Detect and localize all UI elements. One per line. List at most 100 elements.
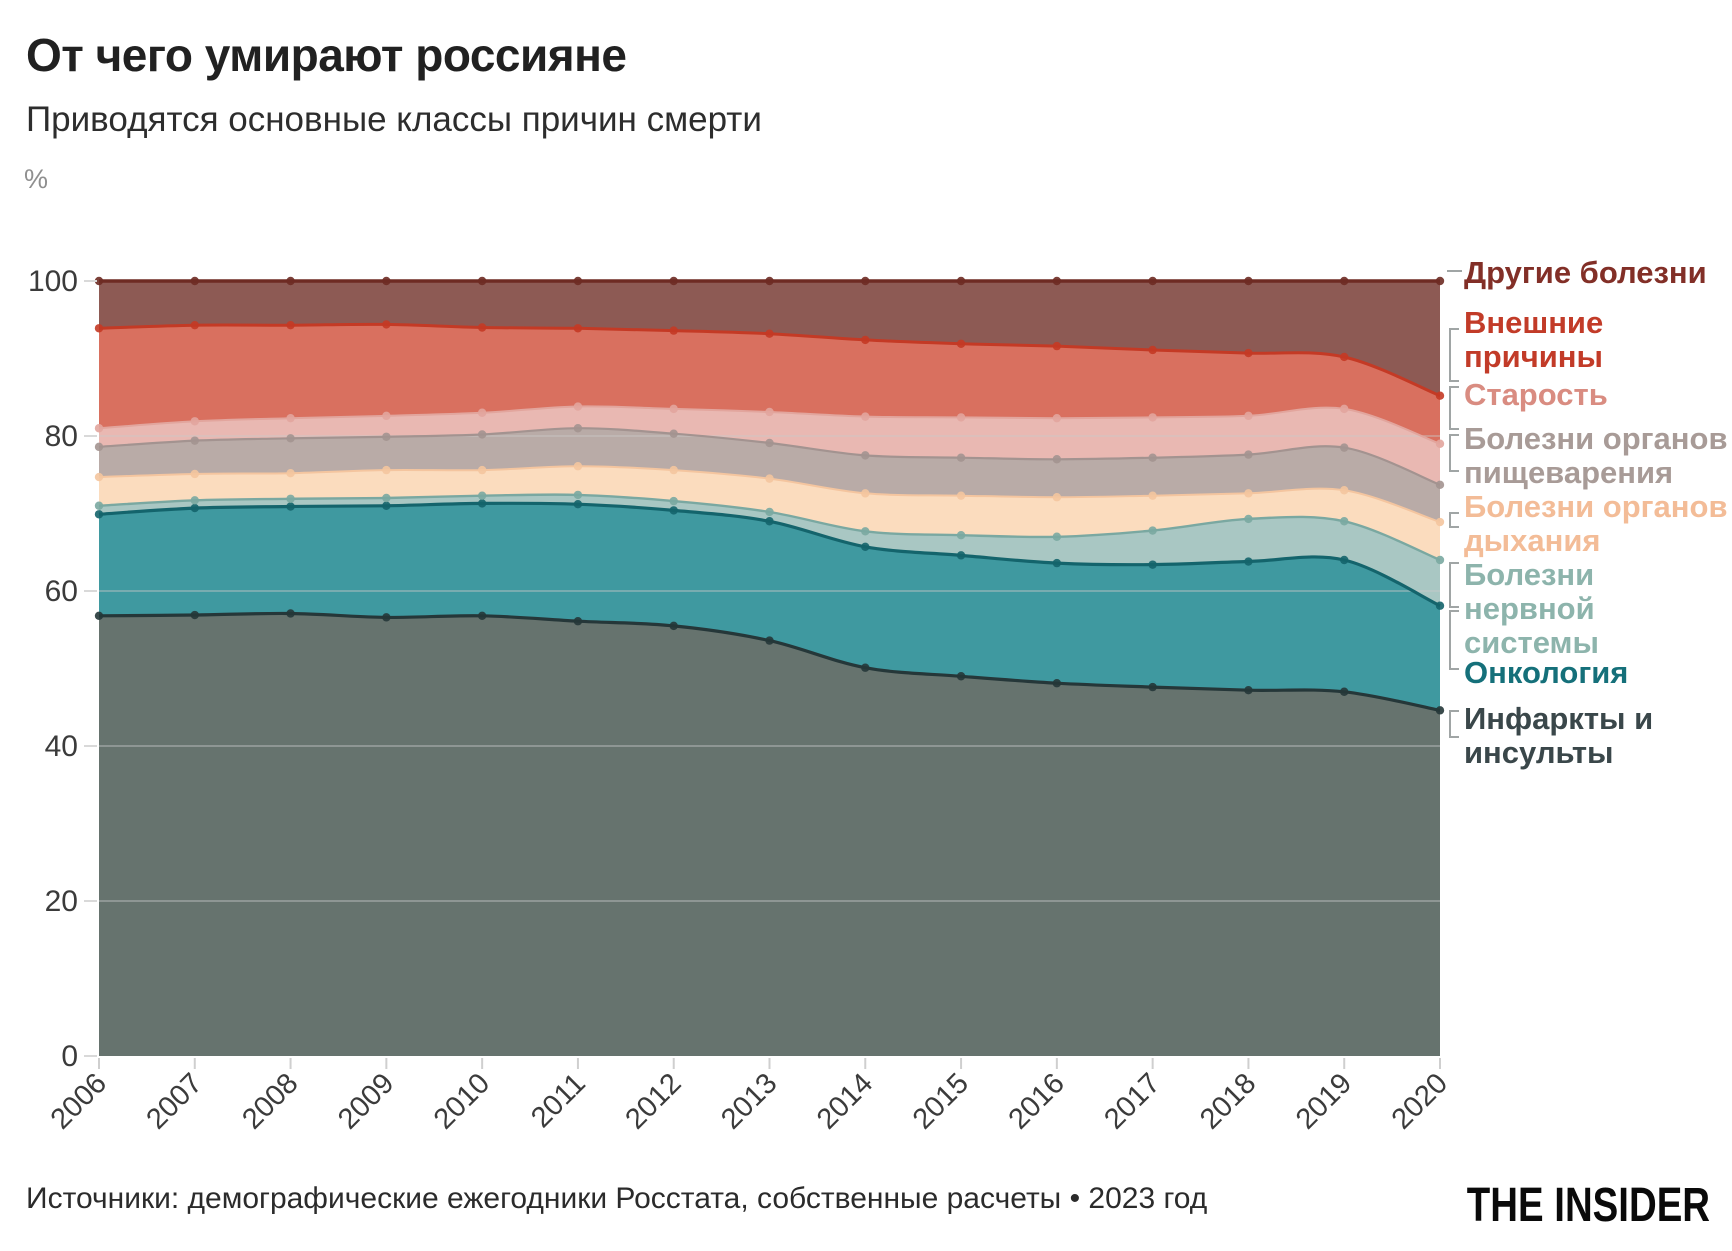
point-starost-2012	[669, 404, 678, 414]
point-bolezni_nervnoy_sistemy-2011	[573, 490, 583, 500]
point-vneshnie_prichiny-2014	[861, 335, 870, 345]
point-infarkty_insulty-2007	[190, 610, 199, 620]
point-bolezni_organov_dykhania-2018	[1244, 489, 1253, 498]
point-onkologia-2020	[1435, 601, 1445, 610]
point-bolezni_nervnoy_sistemy-2014	[861, 527, 870, 536]
point-bolezni_organov_pishchevarenia-2010	[477, 430, 487, 439]
legend-bracket-bolezni_organov_dykhania	[1449, 512, 1459, 528]
point-drugie_bolezni-2019	[1340, 276, 1349, 286]
point-bolezni_organov_pishchevarenia-2014	[861, 451, 870, 460]
point-infarkty_insulty-2010	[477, 611, 487, 620]
point-onkologia-2010	[477, 499, 487, 508]
y-axis-label-80: 80	[45, 420, 78, 453]
point-bolezni_nervnoy_sistemy-2017	[1148, 526, 1157, 535]
point-onkologia-2006	[94, 510, 104, 519]
point-bolezni_organov_dykhania-2014	[861, 489, 870, 498]
point-starost-2017	[1148, 413, 1157, 422]
y-axis-unit-label: %	[24, 164, 49, 194]
y-axis-label-60: 60	[45, 575, 78, 608]
point-bolezni_organov_dykhania-2006	[94, 472, 104, 482]
x-axis-label-2014: 2014	[811, 1067, 879, 1135]
x-axis-label-2009: 2009	[332, 1067, 400, 1135]
y-axis-label-0: 0	[61, 1040, 78, 1073]
point-vneshnie_prichiny-2008	[286, 320, 295, 330]
point-infarkty_insulty-2020	[1435, 706, 1445, 715]
point-onkologia-2007	[190, 503, 199, 513]
point-bolezni_organov_pishchevarenia-2007	[190, 436, 199, 445]
point-infarkty_insulty-2006	[94, 611, 104, 620]
point-starost-2008	[286, 413, 295, 423]
legend-label-vneshnie_prichiny: Внешние причины	[1464, 305, 1604, 374]
legend-label-infarkty_insulty: Инфаркты и инсульты	[1464, 701, 1654, 770]
point-onkologia-2016	[1052, 558, 1062, 568]
x-axis-label-2016: 2016	[1003, 1067, 1071, 1135]
point-infarkty_insulty-2008	[286, 609, 295, 618]
point-bolezni_organov_pishchevarenia-2013	[765, 438, 774, 448]
point-bolezni_organov_pishchevarenia-2018	[1244, 450, 1253, 459]
legend-bracket-onkologia	[1449, 610, 1459, 670]
point-bolezni_organov_dykhania-2009	[382, 465, 391, 475]
point-vneshnie_prichiny-2015	[956, 339, 966, 348]
point-infarkty_insulty-2013	[765, 636, 774, 645]
point-starost-2010	[477, 408, 487, 417]
page-subtitle: Приводятся основные классы причин смерти	[26, 100, 762, 139]
point-onkologia-2012	[669, 506, 678, 515]
legend-bracket-bolezni_nervnoy_sistemy	[1449, 562, 1459, 608]
point-bolezni_organov_dykhania-2020	[1435, 517, 1445, 527]
point-bolezni_nervnoy_sistemy-2012	[669, 496, 678, 506]
x-axis-label-2019: 2019	[1290, 1067, 1358, 1135]
legend-bracket-starost	[1449, 386, 1459, 430]
point-bolezni_organov_pishchevarenia-2019	[1340, 443, 1349, 452]
point-bolezni_nervnoy_sistemy-2008	[286, 494, 295, 503]
point-infarkty_insulty-2009	[382, 613, 391, 622]
point-bolezni_organov_pishchevarenia-2020	[1435, 480, 1445, 490]
point-vneshnie_prichiny-2017	[1148, 345, 1157, 355]
point-bolezni_organov_pishchevarenia-2008	[286, 434, 295, 443]
point-onkologia-2008	[286, 502, 295, 511]
point-drugie_bolezni-2020	[1435, 276, 1445, 286]
point-drugie_bolezni-2013	[765, 276, 774, 286]
point-infarkty_insulty-2014	[861, 663, 870, 672]
point-onkologia-2015	[956, 551, 966, 560]
point-starost-2020	[1435, 439, 1445, 448]
point-bolezni_organov_dykhania-2007	[190, 469, 199, 479]
point-starost-2006	[94, 424, 104, 433]
point-vneshnie_prichiny-2019	[1340, 352, 1349, 362]
point-onkologia-2013	[765, 517, 774, 526]
x-axis-label-2020: 2020	[1386, 1067, 1454, 1135]
point-drugie_bolezni-2010	[477, 276, 487, 286]
point-infarkty_insulty-2011	[573, 617, 583, 626]
legend-bracket-bolezni_organov_pishchevarenia	[1449, 434, 1459, 472]
point-starost-2019	[1340, 404, 1349, 414]
point-bolezni_organov_pishchevarenia-2006	[94, 442, 104, 452]
point-vneshnie_prichiny-2006	[94, 324, 104, 333]
point-bolezni_nervnoy_sistemy-2018	[1244, 514, 1253, 524]
point-drugie_bolezni-2017	[1148, 276, 1157, 286]
point-drugie_bolezni-2014	[861, 276, 870, 286]
point-starost-2013	[765, 407, 774, 417]
legend-label-bolezni_organov_dykhania: Болезни органов дыхания	[1464, 489, 1728, 558]
x-axis-label-2006: 2006	[45, 1067, 113, 1135]
point-bolezni_organov_dykhania-2010	[477, 465, 487, 475]
point-bolezni_organov_pishchevarenia-2011	[573, 424, 583, 433]
point-bolezni_organov_dykhania-2011	[573, 462, 583, 471]
point-bolezni_organov_pishchevarenia-2016	[1052, 455, 1062, 464]
legend-label-onkologia: Онкология	[1464, 655, 1629, 690]
point-onkologia-2009	[382, 501, 391, 510]
page-title: От чего умирают россияне	[26, 29, 627, 81]
point-vneshnie_prichiny-2007	[190, 320, 199, 330]
chart-legend: Другие болезни Внешние причины Старость Бол…	[1464, 0, 1732, 1000]
legend-label-bolezni_nervnoy_sistemy: Болезни нервной системы	[1464, 557, 1599, 660]
point-bolezni_organov_pishchevarenia-2017	[1148, 453, 1157, 462]
point-infarkty_insulty-2019	[1340, 687, 1349, 696]
point-bolezni_organov_pishchevarenia-2009	[382, 432, 391, 441]
point-onkologia-2017	[1148, 560, 1157, 569]
point-onkologia-2011	[573, 500, 583, 509]
y-axis-label-100: 100	[28, 265, 78, 298]
x-axis-label-2008: 2008	[236, 1067, 304, 1135]
point-bolezni_organov_dykhania-2015	[956, 491, 966, 500]
point-drugie_bolezni-2007	[190, 276, 199, 286]
legend-bracket-vneshnie_prichiny	[1449, 328, 1459, 382]
point-bolezni_organov_dykhania-2017	[1148, 491, 1157, 500]
